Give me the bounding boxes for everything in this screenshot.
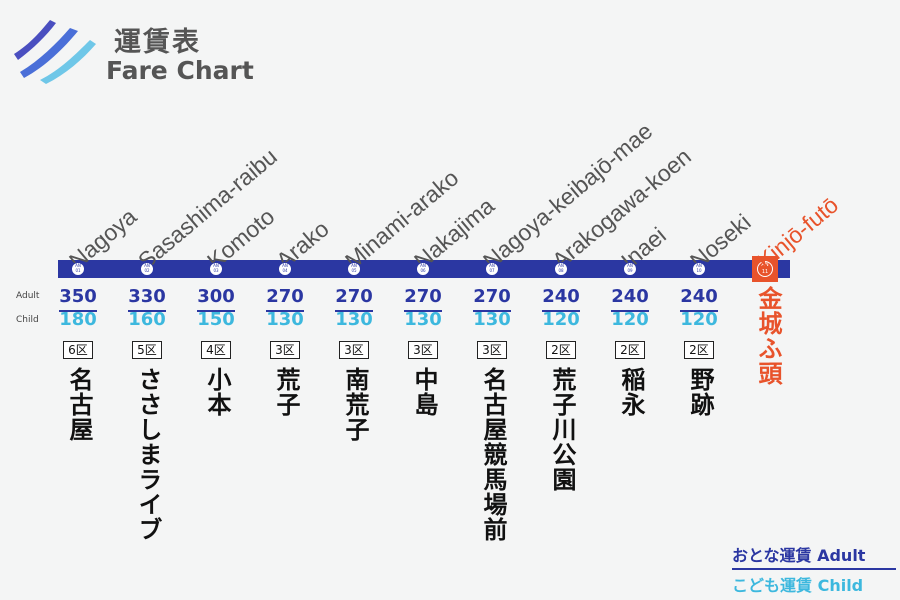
station-name-ja: 野跡 [686, 367, 714, 417]
child-fare: 180 [59, 309, 97, 330]
fare-chart-header: 運賃表 Fare Chart [10, 10, 290, 90]
legend-adult: おとな運賃 Adult [732, 546, 866, 565]
child-fare: 130 [266, 309, 304, 330]
station-name-ja: 荒子 [272, 367, 300, 417]
fare-zone-badge: 3区 [408, 341, 438, 359]
child-fare: 120 [542, 309, 580, 330]
title-japanese: 運賃表 [114, 27, 201, 58]
station-code-badge: AN 09 [623, 262, 637, 276]
station-code-badge: AN 03 [209, 262, 223, 276]
station-name-ja: 小本 [203, 367, 231, 417]
fare-zone-badge: 3区 [339, 341, 369, 359]
fare-divider [335, 310, 373, 312]
station-code-badge: AN 10 [692, 262, 706, 276]
station-code-badge: AN 06 [416, 262, 430, 276]
wave-stripes-logo-icon [14, 20, 96, 84]
station-name-ja: ささしまライブ [134, 367, 162, 542]
child-fare: 130 [335, 309, 373, 330]
station-code-badge: AN 07 [485, 262, 499, 276]
adult-row-label: Adult [16, 291, 40, 301]
destination-name-ja: 金城ふ頭 [754, 286, 782, 386]
fare-zone-badge: 2区 [615, 341, 645, 359]
adult-fare: 270 [404, 286, 442, 307]
adult-fare: 300 [197, 286, 235, 307]
fare-divider [128, 310, 166, 312]
fare-zone-badge: 6区 [63, 341, 93, 359]
adult-fare: 270 [473, 286, 511, 307]
title-english: Fare Chart [106, 56, 254, 85]
fare-divider [404, 310, 442, 312]
station-name-ja: 荒子川公園 [548, 367, 576, 492]
station-code-badge: AN 02 [140, 262, 154, 276]
fare-divider [611, 310, 649, 312]
station-code-badge: AN 08 [554, 262, 568, 276]
fare-zone-badge: 3区 [270, 341, 300, 359]
fare-zone-badge: 2区 [546, 341, 576, 359]
legend-child: こども運賃 Child [732, 576, 864, 595]
fare-divider [473, 310, 511, 312]
destination-station-code: AN 11 [752, 256, 778, 282]
station-code-badge: AN 04 [278, 262, 292, 276]
child-fare: 120 [680, 309, 718, 330]
station-name-ja: 名古屋 [65, 367, 93, 442]
station-code-badge: AN 05 [347, 262, 361, 276]
fare-zone-badge: 4区 [201, 341, 231, 359]
fare-divider [680, 310, 718, 312]
fare-divider [542, 310, 580, 312]
legend-divider [732, 568, 896, 570]
adult-fare: 240 [611, 286, 649, 307]
adult-fare: 270 [266, 286, 304, 307]
child-row-label: Child [16, 315, 39, 325]
station-name-ja: 稲永 [617, 367, 645, 417]
child-fare: 130 [404, 309, 442, 330]
station-name-ja: 名古屋競馬場前 [479, 367, 507, 542]
child-fare: 150 [197, 309, 235, 330]
station-name-ja: 中島 [410, 367, 438, 417]
child-fare: 130 [473, 309, 511, 330]
fare-divider [197, 310, 235, 312]
adult-fare: 240 [542, 286, 580, 307]
child-fare: 120 [611, 309, 649, 330]
adult-fare: 270 [335, 286, 373, 307]
adult-fare: 240 [680, 286, 718, 307]
fare-zone-badge: 5区 [132, 341, 162, 359]
destination-name-en: Kinjō-futō [752, 191, 844, 274]
adult-fare: 350 [59, 286, 97, 307]
child-fare: 160 [128, 309, 166, 330]
adult-fare: 330 [128, 286, 166, 307]
station-name-ja: 南荒子 [341, 367, 369, 442]
fare-divider [59, 310, 97, 312]
fare-zone-badge: 2区 [684, 341, 714, 359]
fare-divider [266, 310, 304, 312]
station-code-badge: AN 01 [71, 262, 85, 276]
fare-zone-badge: 3区 [477, 341, 507, 359]
